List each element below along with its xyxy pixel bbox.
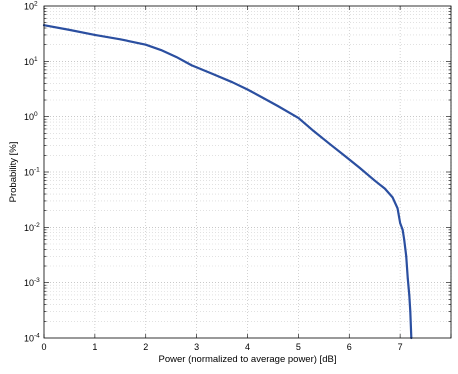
data-point	[261, 96, 264, 99]
data-point	[144, 43, 147, 46]
data-point	[343, 154, 346, 157]
data-point	[231, 81, 234, 84]
data-point	[246, 88, 249, 91]
data-point	[160, 49, 162, 51]
x-tick-label: 3	[194, 342, 199, 352]
data-point	[405, 255, 408, 258]
data-point	[401, 228, 404, 231]
data-point	[277, 105, 279, 108]
x-tick-labels: 0 1 2 3 4 5 6 7	[41, 342, 402, 352]
data-point	[406, 277, 409, 280]
y-tick-label: 102	[24, 1, 38, 12]
x-tick-label: 7	[398, 342, 403, 352]
data-point	[297, 117, 300, 119]
data-point	[358, 166, 361, 169]
series-line	[42, 24, 413, 340]
data-point	[328, 142, 330, 145]
x-axis-label: Power (normalized to average power) [dB]	[159, 354, 337, 365]
data-point	[408, 294, 411, 296]
y-tick-label: 10-3	[24, 277, 40, 288]
x-tick-label: 6	[347, 342, 352, 352]
data-point	[190, 64, 193, 67]
x-tick-label: 2	[143, 342, 148, 352]
data-point	[399, 222, 402, 224]
y-tick-label: 10-2	[24, 222, 40, 233]
y-tick-label: 10-1	[24, 167, 40, 178]
x-tick-label: 1	[92, 342, 97, 352]
axis-ticks	[43, 6, 452, 338]
x-tick-label: 0	[41, 342, 46, 352]
y-axis-label: Probability [%]	[8, 142, 19, 203]
data-point	[403, 238, 406, 241]
data-point	[373, 179, 376, 182]
data-point	[68, 28, 71, 31]
data-point	[391, 196, 394, 199]
y-tick-label: 101	[24, 56, 38, 67]
data-point	[383, 187, 386, 190]
y-tick-label: 10-4	[24, 333, 40, 344]
data-point	[93, 34, 96, 36]
data-point	[119, 38, 122, 41]
y-tick-label: 100	[24, 111, 38, 122]
data-point	[175, 56, 178, 58]
y-tick-labels: 102 101 100 10-1 10-2 10-3 10-4	[24, 1, 40, 344]
data-point	[210, 72, 213, 75]
x-tick-label: 4	[245, 342, 250, 352]
data-point	[396, 207, 399, 210]
x-tick-label: 5	[296, 342, 301, 352]
data-point	[312, 130, 315, 132]
grid	[44, 6, 452, 338]
data-point	[409, 310, 412, 313]
